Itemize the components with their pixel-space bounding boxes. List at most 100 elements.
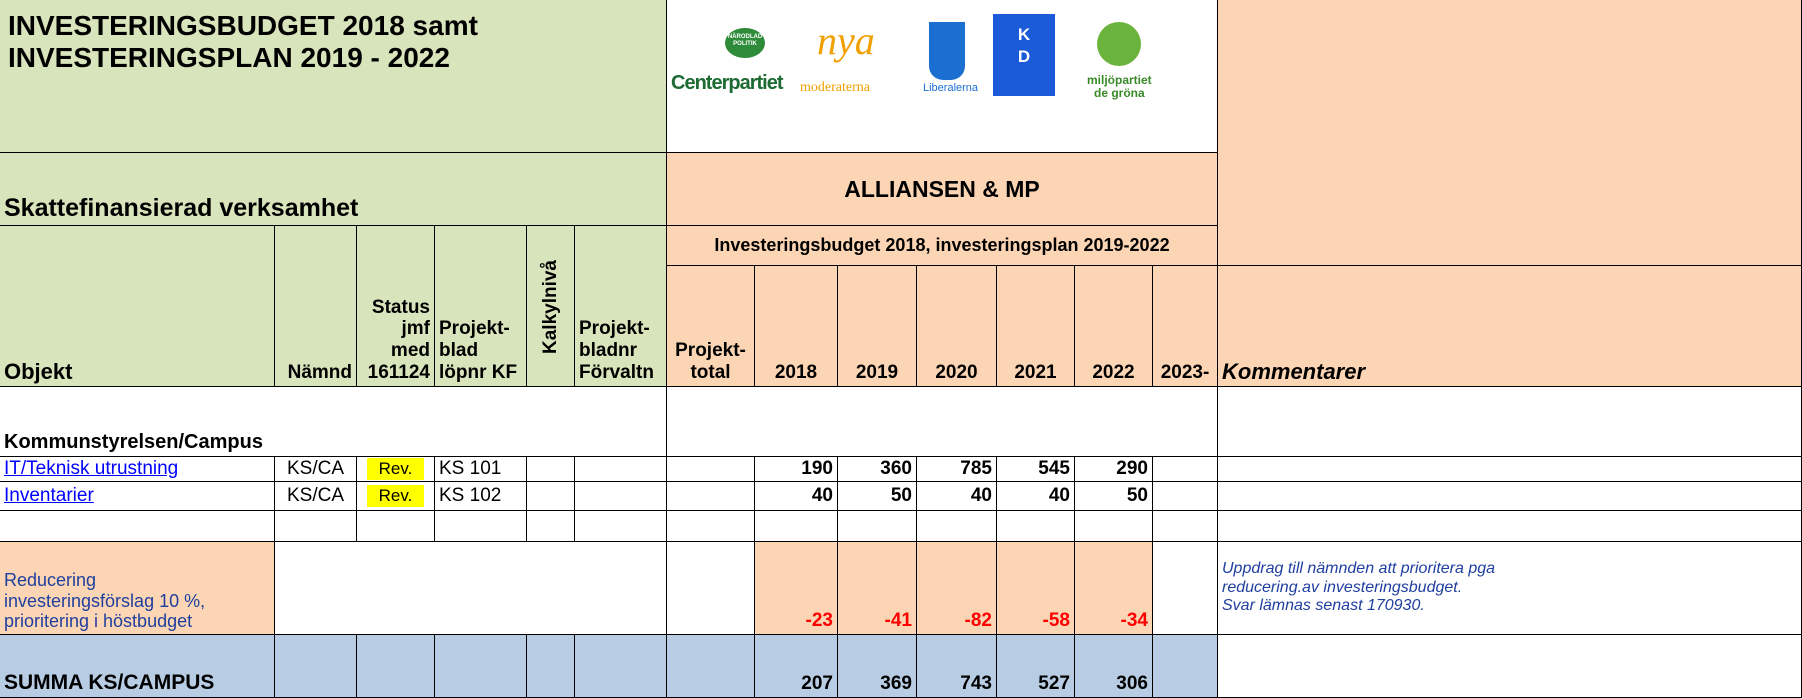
cell-text: Kommunstyrelsen/Campus [4,431,263,453]
value: -82 [917,542,997,635]
column-header: Projekt- blad löpnr KF [435,226,527,387]
cell [1218,482,1802,511]
cell-text: 50 [890,485,912,507]
banner: ALLIANSEN & MP [667,153,1218,226]
column-header: Status jmf med 161124 [357,226,435,387]
cell: Rev. [357,482,435,511]
logo-text: miljöpartiet de gröna [1087,73,1152,101]
cell-text: KS 102 [439,485,502,507]
title: INVESTERINGSBUDGET 2018 samt INVESTERING… [0,0,667,153]
reduction-label: Reducering investeringsförslag 10 %, pri… [0,542,275,635]
status-badge: Rev. [366,485,425,507]
group-title: Kommunstyrelsen/Campus [0,387,667,457]
column-header: 2022 [1075,266,1153,387]
cell-text: Projekt- blad löpnr KF [439,318,518,384]
cell-text: KS/CA [286,485,345,507]
link[interactable]: IT/Teknisk utrustning [0,457,275,482]
cell-text: Inventarier [4,485,94,507]
cell: KS 102 [435,482,527,511]
cell [667,457,755,482]
value: 190 [755,457,838,482]
value: 207 [755,635,838,698]
cell-text: 2021 [1014,362,1057,384]
cell-text: 2023- [1160,362,1210,384]
value: 545 [997,457,1075,482]
cell [575,635,667,698]
column-header: 2018 [755,266,838,387]
cell-text: KS/CA [286,458,345,480]
cell-text: Uppdrag till nämnden att prioritera pga … [1222,560,1496,615]
cell [1218,457,1802,482]
cell [917,511,997,542]
link[interactable]: Inventarier [0,482,275,511]
cell-text: -41 [884,610,912,632]
cell-text: 50 [1126,485,1148,507]
comment: Uppdrag till nämnden att prioritera pga … [1218,542,1802,635]
cell-text: -82 [964,610,992,632]
cell-text: Skattefinansierad verksamhet [4,194,359,223]
logo-text: Liberalerna [923,82,979,94]
value: 50 [838,482,917,511]
value: 40 [917,482,997,511]
value: -23 [755,542,838,635]
cell [1218,635,1802,698]
cell-text: 743 [960,673,992,695]
column-header: 2023- [1153,266,1218,387]
cell [435,635,527,698]
cell-text: 2019 [855,362,899,384]
cell: KS 101 [435,457,527,482]
column-header: Projekt- bladnr Förvaltn [575,226,667,387]
column-header: 2020 [917,266,997,387]
value: 40 [997,482,1075,511]
column-header: Kalkylnivå [527,226,575,387]
value [1153,542,1218,635]
cell [275,635,357,698]
logo-text: moderaterna [800,80,870,95]
cell [357,511,435,542]
cell [527,457,575,482]
cell-text: 40 [1048,485,1070,507]
cell [997,511,1075,542]
cell-text: 360 [880,458,912,480]
value: 360 [838,457,917,482]
cell-text: Objekt [4,358,73,384]
cell-text: 2020 [935,362,978,384]
value: -58 [997,542,1075,635]
cell-text: 306 [1116,673,1148,695]
cell-text: Projekt- bladnr Förvaltn [579,318,654,384]
cell-text: -58 [1042,610,1070,632]
cell [1153,511,1218,542]
value [1153,457,1218,482]
value [1153,635,1218,698]
logo-kd: K D [993,14,1055,96]
logo-text: nya [817,18,875,63]
cell [435,511,527,542]
cell-text: KS 101 [439,458,502,480]
logo-mp [1097,22,1141,66]
cell-text: Reducering investeringsförslag 10 %, pri… [4,569,206,632]
cell [755,511,838,542]
value: -34 [1075,542,1153,635]
logo-text: Centerpartiet [671,72,783,94]
cell-text: 207 [801,673,833,695]
cell-text: 190 [801,458,833,480]
cell [667,511,755,542]
column-header: 2021 [997,266,1075,387]
cell [527,635,575,698]
cell: Rev. [357,457,435,482]
value [1153,482,1218,511]
cell [575,457,667,482]
cell-text: 40 [970,485,992,507]
cell-text: Status jmf med 161124 [367,296,430,384]
cell: KS/CA [275,457,357,482]
cell-text: 785 [960,458,992,480]
cell [0,511,275,542]
value: 290 [1075,457,1153,482]
cell-text: INVESTERINGSBUDGET 2018 samt INVESTERING… [8,10,478,74]
cell-text: Kommentarer [1222,358,1366,384]
value: 369 [838,635,917,698]
column-header: Objekt [0,226,275,387]
value: 785 [917,457,997,482]
cell [575,511,667,542]
cell-text: 545 [1038,458,1070,480]
